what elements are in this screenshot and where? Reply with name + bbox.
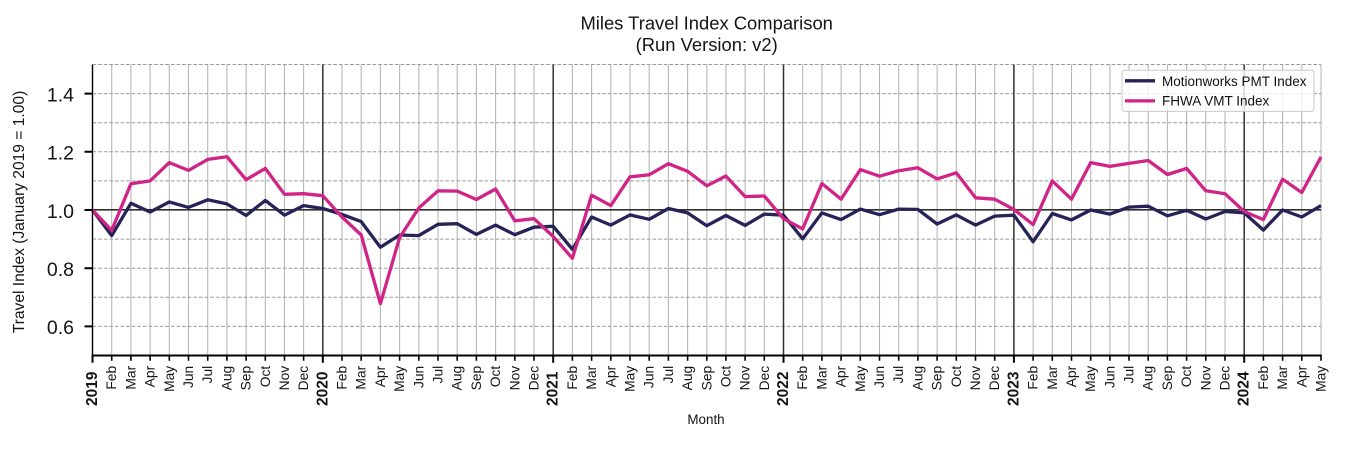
svg-text:Aug: Aug — [1141, 366, 1156, 391]
svg-text:1.2: 1.2 — [47, 143, 74, 165]
svg-text:Dec: Dec — [527, 366, 542, 391]
svg-text:Apr: Apr — [1294, 365, 1309, 387]
svg-text:Aug: Aug — [910, 366, 925, 391]
svg-text:Jul: Jul — [200, 366, 215, 384]
svg-text:Jul: Jul — [891, 366, 906, 384]
svg-text:2019: 2019 — [84, 371, 101, 406]
svg-text:Jun: Jun — [872, 366, 887, 388]
svg-text:1.4: 1.4 — [47, 84, 74, 106]
svg-text:Dec: Dec — [757, 366, 772, 391]
svg-text:Travel Index (January 2019 = 1: Travel Index (January 2019 = 1.00) — [11, 91, 28, 334]
svg-text:May: May — [392, 366, 407, 392]
svg-text:May: May — [1314, 366, 1329, 392]
svg-text:Jun: Jun — [411, 366, 426, 388]
svg-text:Dec: Dec — [296, 366, 311, 391]
svg-text:Feb: Feb — [104, 365, 119, 389]
svg-text:Nov: Nov — [507, 366, 522, 391]
svg-text:Jul: Jul — [661, 366, 676, 384]
svg-text:Sep: Sep — [239, 365, 254, 390]
svg-text:0.6: 0.6 — [47, 317, 74, 339]
svg-text:Oct: Oct — [949, 366, 964, 388]
svg-text:Mar: Mar — [1045, 365, 1060, 389]
svg-text:Sep: Sep — [699, 365, 714, 390]
svg-text:Feb: Feb — [1256, 365, 1271, 389]
svg-text:0.8: 0.8 — [47, 259, 74, 281]
svg-text:Aug: Aug — [450, 366, 465, 391]
svg-text:Jul: Jul — [431, 366, 446, 384]
svg-text:Apr: Apr — [143, 365, 158, 387]
svg-text:May: May — [1083, 366, 1098, 392]
svg-text:2023: 2023 — [1005, 371, 1022, 406]
svg-text:(Run Version: v2): (Run Version: v2) — [636, 34, 778, 55]
svg-text:Mar: Mar — [814, 365, 829, 389]
svg-text:Jun: Jun — [1102, 366, 1117, 388]
svg-text:Sep: Sep — [1160, 365, 1175, 390]
svg-text:Jun: Jun — [642, 366, 657, 388]
svg-text:Apr: Apr — [1064, 365, 1079, 387]
svg-text:May: May — [162, 366, 177, 392]
svg-text:Oct: Oct — [258, 366, 273, 388]
svg-text:Oct: Oct — [718, 366, 733, 388]
svg-text:Jun: Jun — [181, 366, 196, 388]
svg-text:Miles Travel Index Comparison: Miles Travel Index Comparison — [580, 13, 832, 34]
svg-text:Oct: Oct — [488, 366, 503, 388]
svg-text:2020: 2020 — [314, 372, 331, 406]
svg-text:Nov: Nov — [277, 366, 292, 391]
svg-text:Apr: Apr — [834, 365, 849, 387]
svg-text:Feb: Feb — [335, 365, 350, 389]
svg-text:Month: Month — [687, 412, 724, 427]
svg-text:Apr: Apr — [603, 365, 618, 387]
svg-text:Feb: Feb — [1026, 365, 1041, 389]
svg-text:May: May — [853, 366, 868, 392]
svg-text:Sep: Sep — [930, 365, 945, 390]
svg-text:1.0: 1.0 — [47, 201, 74, 223]
svg-text:Nov: Nov — [1198, 366, 1213, 391]
svg-text:Aug: Aug — [680, 366, 695, 391]
svg-text:2021: 2021 — [545, 371, 562, 406]
svg-text:Mar: Mar — [123, 365, 138, 389]
svg-text:Oct: Oct — [1179, 366, 1194, 388]
svg-text:Nov: Nov — [738, 366, 753, 391]
svg-text:2022: 2022 — [775, 372, 792, 406]
svg-text:Apr: Apr — [373, 365, 388, 387]
svg-text:Mar: Mar — [354, 365, 369, 389]
svg-text:Mar: Mar — [584, 365, 599, 389]
svg-text:Sep: Sep — [469, 365, 484, 390]
svg-text:Feb: Feb — [565, 365, 580, 389]
svg-text:Nov: Nov — [968, 366, 983, 391]
svg-text:2024: 2024 — [1236, 371, 1253, 406]
svg-text:Motionworks PMT Index: Motionworks PMT Index — [1162, 74, 1307, 89]
svg-text:Mar: Mar — [1275, 365, 1290, 389]
svg-text:FHWA VMT Index: FHWA VMT Index — [1162, 93, 1270, 108]
svg-text:Dec: Dec — [987, 366, 1002, 391]
svg-text:Jul: Jul — [1122, 366, 1137, 384]
svg-text:Feb: Feb — [795, 365, 810, 389]
svg-text:May: May — [623, 366, 638, 392]
svg-text:Aug: Aug — [219, 366, 234, 391]
svg-text:Dec: Dec — [1218, 366, 1233, 391]
